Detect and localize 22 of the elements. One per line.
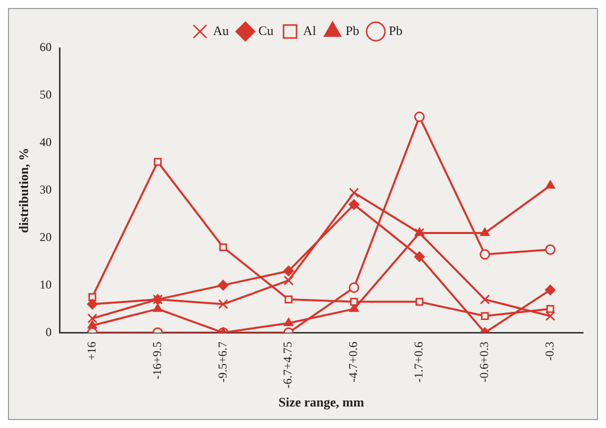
y-axis-title: distribution, % [16,148,32,233]
x-tick-label: -6.7+4.75 [280,342,295,388]
legend-label: Au [212,22,230,38]
x-tick-label: -4.7+0.6 [346,342,360,382]
legend-label: Pb [388,22,403,38]
legend-label: Cu [258,22,274,38]
y-tick-label: 40 [40,135,52,150]
x-tick-label: -16+9.5 [150,342,164,380]
x-tick-label: -9.5+6.7 [215,342,230,382]
legend-label: Pb [346,22,360,38]
x-tick-label: -0.6+0.3 [477,342,492,382]
y-tick-label: 10 [40,277,52,292]
x-tick-label: -1.7+0.6 [412,342,426,382]
legend-label: Al [303,22,316,38]
y-tick-label: 30 [40,182,52,196]
y-tick-label: 60 [40,40,52,54]
x-axis-title: Size range, mm [278,394,364,410]
y-tick-label: 20 [40,230,52,244]
y-tick-label: 50 [40,88,52,102]
x-tick-label: -0.3 [542,342,556,361]
x-tick-label: +16 [84,342,98,360]
y-tick-label: 0 [46,324,52,339]
